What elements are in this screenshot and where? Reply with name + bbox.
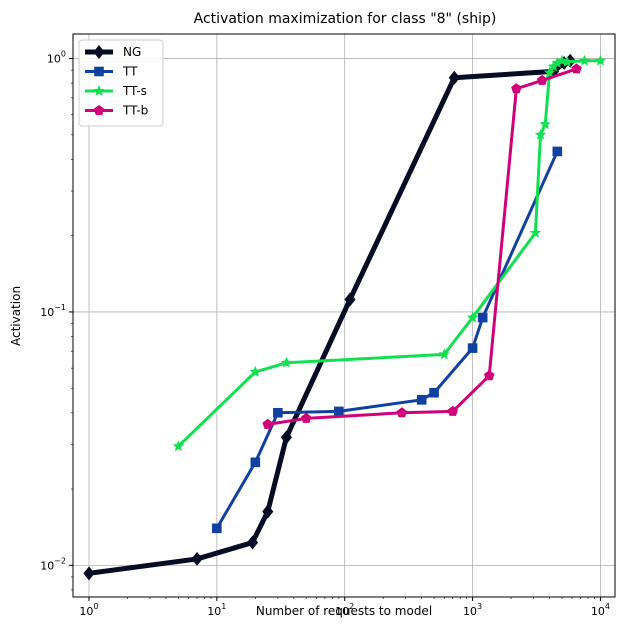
data-point-tt: [250, 457, 261, 468]
data-point-tt-b: [511, 83, 522, 94]
data-point-tt-s: [280, 356, 293, 368]
data-point-tt-s: [561, 55, 573, 67]
data-point-tt: [416, 395, 427, 405]
legend-marker-tt-s: [93, 85, 105, 96]
data-point-ng: [280, 430, 293, 445]
legend-marker-ng: [93, 45, 105, 59]
x-tick-label: 100: [79, 602, 98, 618]
x-axis-label: Number of requests to model: [256, 604, 432, 618]
legend-marker-tt: [94, 66, 104, 77]
data-point-ng: [448, 70, 460, 85]
data-point-tt-s: [539, 118, 551, 130]
data-point-tt-s: [172, 440, 185, 452]
data-point-tt-b: [396, 407, 408, 418]
data-point-tt-s: [529, 226, 542, 238]
legend-label-tt-s: TT-s: [122, 84, 147, 98]
data-point-tt: [429, 387, 439, 398]
chart-title: Activation maximization for class "8" (s…: [194, 11, 497, 27]
data-point-tt-b: [571, 63, 582, 74]
x-tick-label: 101: [207, 602, 226, 618]
data-point-tt: [212, 523, 222, 534]
data-point-tt-s: [466, 311, 479, 323]
data-point-tt-s: [594, 54, 607, 66]
series-tt-b: [262, 63, 582, 429]
data-point-tt-b: [300, 412, 312, 423]
legend-label-tt-b: TT-b: [122, 104, 148, 118]
data-point-tt-s: [551, 57, 564, 68]
data-point-tt-b: [536, 74, 548, 85]
x-tick-label: 103: [463, 602, 482, 618]
data-point-tt-b: [484, 370, 495, 381]
series-line-tt-s: [177, 59, 601, 448]
data-point-tt: [467, 343, 478, 353]
x-tick-label: 102: [335, 602, 354, 618]
data-point-ng: [344, 292, 356, 307]
plot-area-frame: [72, 33, 616, 598]
data-point-tt: [334, 406, 344, 417]
data-point-tt-b: [447, 405, 458, 416]
data-point-ng: [83, 566, 95, 581]
series-tt-s: [172, 54, 607, 452]
data-point-tt-s: [547, 60, 560, 72]
legend-box: [78, 39, 164, 127]
legend: NG TT TT-s TT-b: [78, 39, 164, 127]
data-point-tt-s: [534, 128, 547, 140]
data-point-ng: [246, 535, 259, 550]
series-ng: [83, 53, 576, 581]
series-tt: [212, 146, 563, 534]
data-point-tt-s: [578, 54, 591, 66]
data-point-tt-b: [262, 418, 273, 429]
x-tick-label: 104: [591, 602, 610, 618]
axis-ticks: 100 101 102 103 104 10−2 10−1 100: [40, 50, 610, 618]
data-point-tt: [552, 146, 563, 157]
legend-marker-tt-b: [93, 105, 105, 115]
data-point-tt: [273, 407, 283, 418]
data-point-tt: [477, 312, 488, 323]
data-point-ng: [262, 504, 274, 519]
data-point-ng: [191, 551, 203, 566]
y-axis-label: Activation: [9, 286, 23, 346]
series-line-ng: [88, 58, 572, 576]
legend-label-tt: TT: [122, 65, 138, 79]
series-line-tt-b: [267, 67, 577, 426]
series-group: [83, 53, 607, 581]
y-tick-label: 100: [47, 50, 66, 66]
data-point-tt-s: [249, 365, 262, 377]
y-tick-label: 10−2: [40, 556, 66, 572]
y-tick-label: 10−1: [40, 303, 66, 319]
legend-label-ng: NG: [123, 45, 141, 59]
data-point-tt-s: [543, 66, 556, 78]
data-point-tt-s: [438, 348, 450, 360]
